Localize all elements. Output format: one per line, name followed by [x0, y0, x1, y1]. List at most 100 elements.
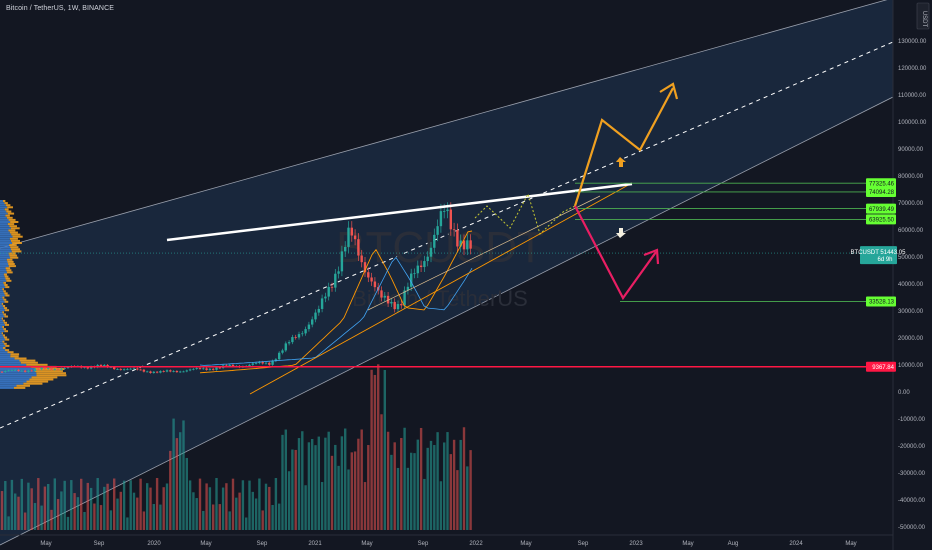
- volume-profile-bar: [0, 237, 10, 240]
- currency-badge[interactable]: [916, 2, 930, 30]
- volume-profile-bar: [23, 382, 43, 385]
- volume-bar: [390, 454, 393, 530]
- candle-body: [208, 368, 212, 370]
- volume-profile-bar: [5, 286, 10, 289]
- candle-body: [142, 369, 146, 372]
- volume-bar: [254, 498, 258, 530]
- volume-profile-bar: [13, 386, 26, 389]
- volume-profile-bar: [0, 313, 4, 316]
- candle-body: [281, 350, 284, 353]
- volume-profile-bar: [0, 342, 4, 345]
- volume-profile-bar: [8, 229, 16, 232]
- volume-bar: [119, 491, 122, 530]
- volume-profile-bar: [6, 210, 12, 213]
- candle-body: [462, 240, 466, 250]
- volume-profile-bar: [0, 242, 13, 244]
- volume-bar: [340, 436, 344, 530]
- candle-body: [4, 370, 7, 373]
- volume-profile-bar: [5, 344, 10, 347]
- volume-profile-bar: [0, 204, 6, 207]
- volume-profile-bar: [7, 351, 14, 354]
- volume-profile-bar: [0, 307, 4, 310]
- volume-profile-bar: [31, 376, 58, 379]
- resistance-line: [166, 182, 633, 242]
- candle-body: [284, 343, 287, 351]
- candle-body: [350, 227, 353, 236]
- volume-bar: [373, 374, 377, 530]
- volume-profile-bar: [2, 334, 6, 337]
- volume-profile-bar: [0, 347, 4, 349]
- x-tick-label: May: [361, 541, 372, 547]
- volume-profile-bar: [5, 277, 10, 280]
- volume-profile-bar: [29, 378, 54, 381]
- candle-body: [327, 286, 330, 297]
- volume-bar: [109, 510, 113, 530]
- candle-body: [291, 337, 294, 343]
- volume-profile-bar: [0, 344, 6, 347]
- volume-profile-bar: [4, 323, 10, 326]
- volume-profile-bar: [4, 300, 9, 303]
- candle-body: [271, 360, 274, 365]
- volume-bar: [63, 480, 66, 530]
- candle-body: [165, 370, 169, 372]
- volume-profile-bar: [3, 336, 8, 339]
- y-tick-label: 30000.00: [898, 309, 924, 315]
- volume-profile-bar: [0, 334, 3, 337]
- x-tick-label: Sep: [257, 541, 268, 547]
- volume-bar: [208, 487, 212, 530]
- volume-profile-bar: [2, 340, 5, 343]
- candle-body: [228, 364, 231, 367]
- candle-body: [334, 273, 337, 288]
- symbol-title: Bitcoin / TetherUS, 1W, BINANCE: [6, 5, 115, 12]
- candle-body: [122, 369, 126, 371]
- current-price-label-box: [860, 246, 897, 265]
- candle-body: [149, 371, 152, 373]
- volume-profile-bar: [0, 221, 11, 223]
- volume-profile-bar: [0, 223, 8, 226]
- volume-profile-bar: [11, 250, 22, 253]
- candle-body: [50, 368, 53, 370]
- volume-profile-bar: [2, 288, 5, 291]
- candle-body: [433, 234, 436, 248]
- candle-body: [423, 261, 426, 268]
- candle-body: [248, 364, 251, 366]
- y-tick-label: 80000.00: [898, 174, 924, 180]
- volume-profile-bar: [0, 382, 24, 385]
- volume-bar: [172, 418, 175, 530]
- volume-profile-bar: [0, 300, 5, 303]
- volume-bar: [122, 480, 126, 530]
- volume-profile-bar: [0, 246, 11, 249]
- candle-body: [287, 342, 291, 344]
- volume-profile-bar: [3, 273, 8, 276]
- volume-profile-bar: [36, 374, 67, 377]
- candle-body: [429, 247, 433, 257]
- candle-body: [459, 240, 462, 247]
- volume-bar: [83, 511, 86, 530]
- volume-profile-bar: [10, 246, 19, 249]
- candle-body: [413, 273, 416, 275]
- moving-average-line: [199, 230, 473, 374]
- volume-profile-bar: [0, 351, 8, 354]
- volume-bar: [0, 491, 4, 530]
- volume-profile-bar: [0, 233, 12, 236]
- volume-profile-bar: [0, 288, 3, 291]
- volume-profile-bar: [10, 355, 19, 358]
- candle-body: [337, 271, 340, 274]
- volume-profile-bar: [0, 212, 8, 215]
- candle-body: [188, 369, 192, 371]
- level-label-box: [866, 296, 896, 307]
- channel-lower-line: [0, 96, 893, 546]
- volume-bar: [271, 504, 274, 530]
- volume-profile-bar: [1, 332, 4, 335]
- candle-body: [86, 367, 89, 369]
- volume-bar: [76, 497, 80, 530]
- x-tick-label: May: [200, 541, 211, 547]
- candle-body: [406, 286, 410, 291]
- volume-profile-bar: [1, 317, 4, 320]
- candle-body: [297, 334, 301, 338]
- volume-bar: [251, 491, 254, 530]
- x-tick-label: 2024: [789, 541, 803, 547]
- volume-bar: [350, 452, 353, 530]
- volume-profile-bar: [0, 368, 36, 370]
